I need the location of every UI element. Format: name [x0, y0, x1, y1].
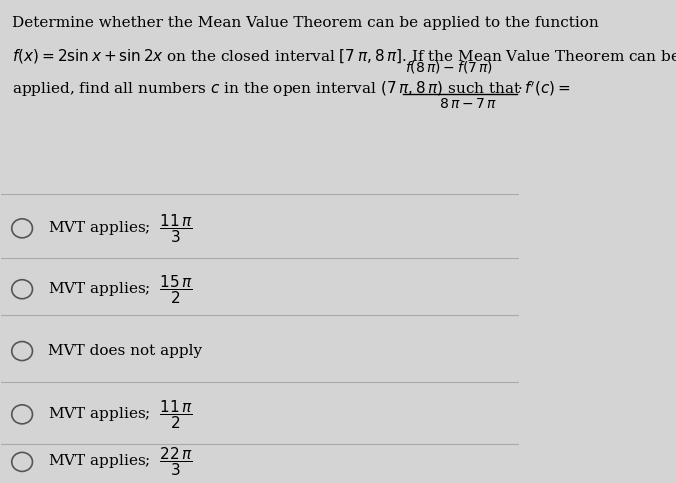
Text: $f(x) = 2\mathrm{sin}\,x + \mathrm{sin}\,2x$ on the closed interval $[7\,\pi,8\,: $f(x) = 2\mathrm{sin}\,x + \mathrm{sin}\…	[11, 46, 676, 65]
Text: MVT applies;  $\dfrac{11\,\pi}{2}$: MVT applies; $\dfrac{11\,\pi}{2}$	[48, 398, 193, 431]
Text: $8\,\pi - 7\,\pi$: $8\,\pi - 7\,\pi$	[439, 97, 497, 111]
Text: .: .	[517, 78, 522, 92]
Text: $f(8\,\pi)-f(7\,\pi)$: $f(8\,\pi)-f(7\,\pi)$	[406, 59, 493, 75]
Text: MVT applies;  $\dfrac{11\,\pi}{3}$: MVT applies; $\dfrac{11\,\pi}{3}$	[48, 212, 193, 245]
Text: Determine whether the Mean Value Theorem can be applied to the function: Determine whether the Mean Value Theorem…	[11, 15, 598, 29]
Text: applied, find all numbers $c$ in the open interval $(7\,\pi,8\,\pi)$ such that $: applied, find all numbers $c$ in the ope…	[11, 80, 571, 99]
Text: MVT applies;  $\dfrac{22\,\pi}{3}$: MVT applies; $\dfrac{22\,\pi}{3}$	[48, 445, 193, 478]
Text: MVT does not apply: MVT does not apply	[48, 344, 202, 358]
Text: MVT applies;  $\dfrac{15\,\pi}{2}$: MVT applies; $\dfrac{15\,\pi}{2}$	[48, 273, 193, 306]
